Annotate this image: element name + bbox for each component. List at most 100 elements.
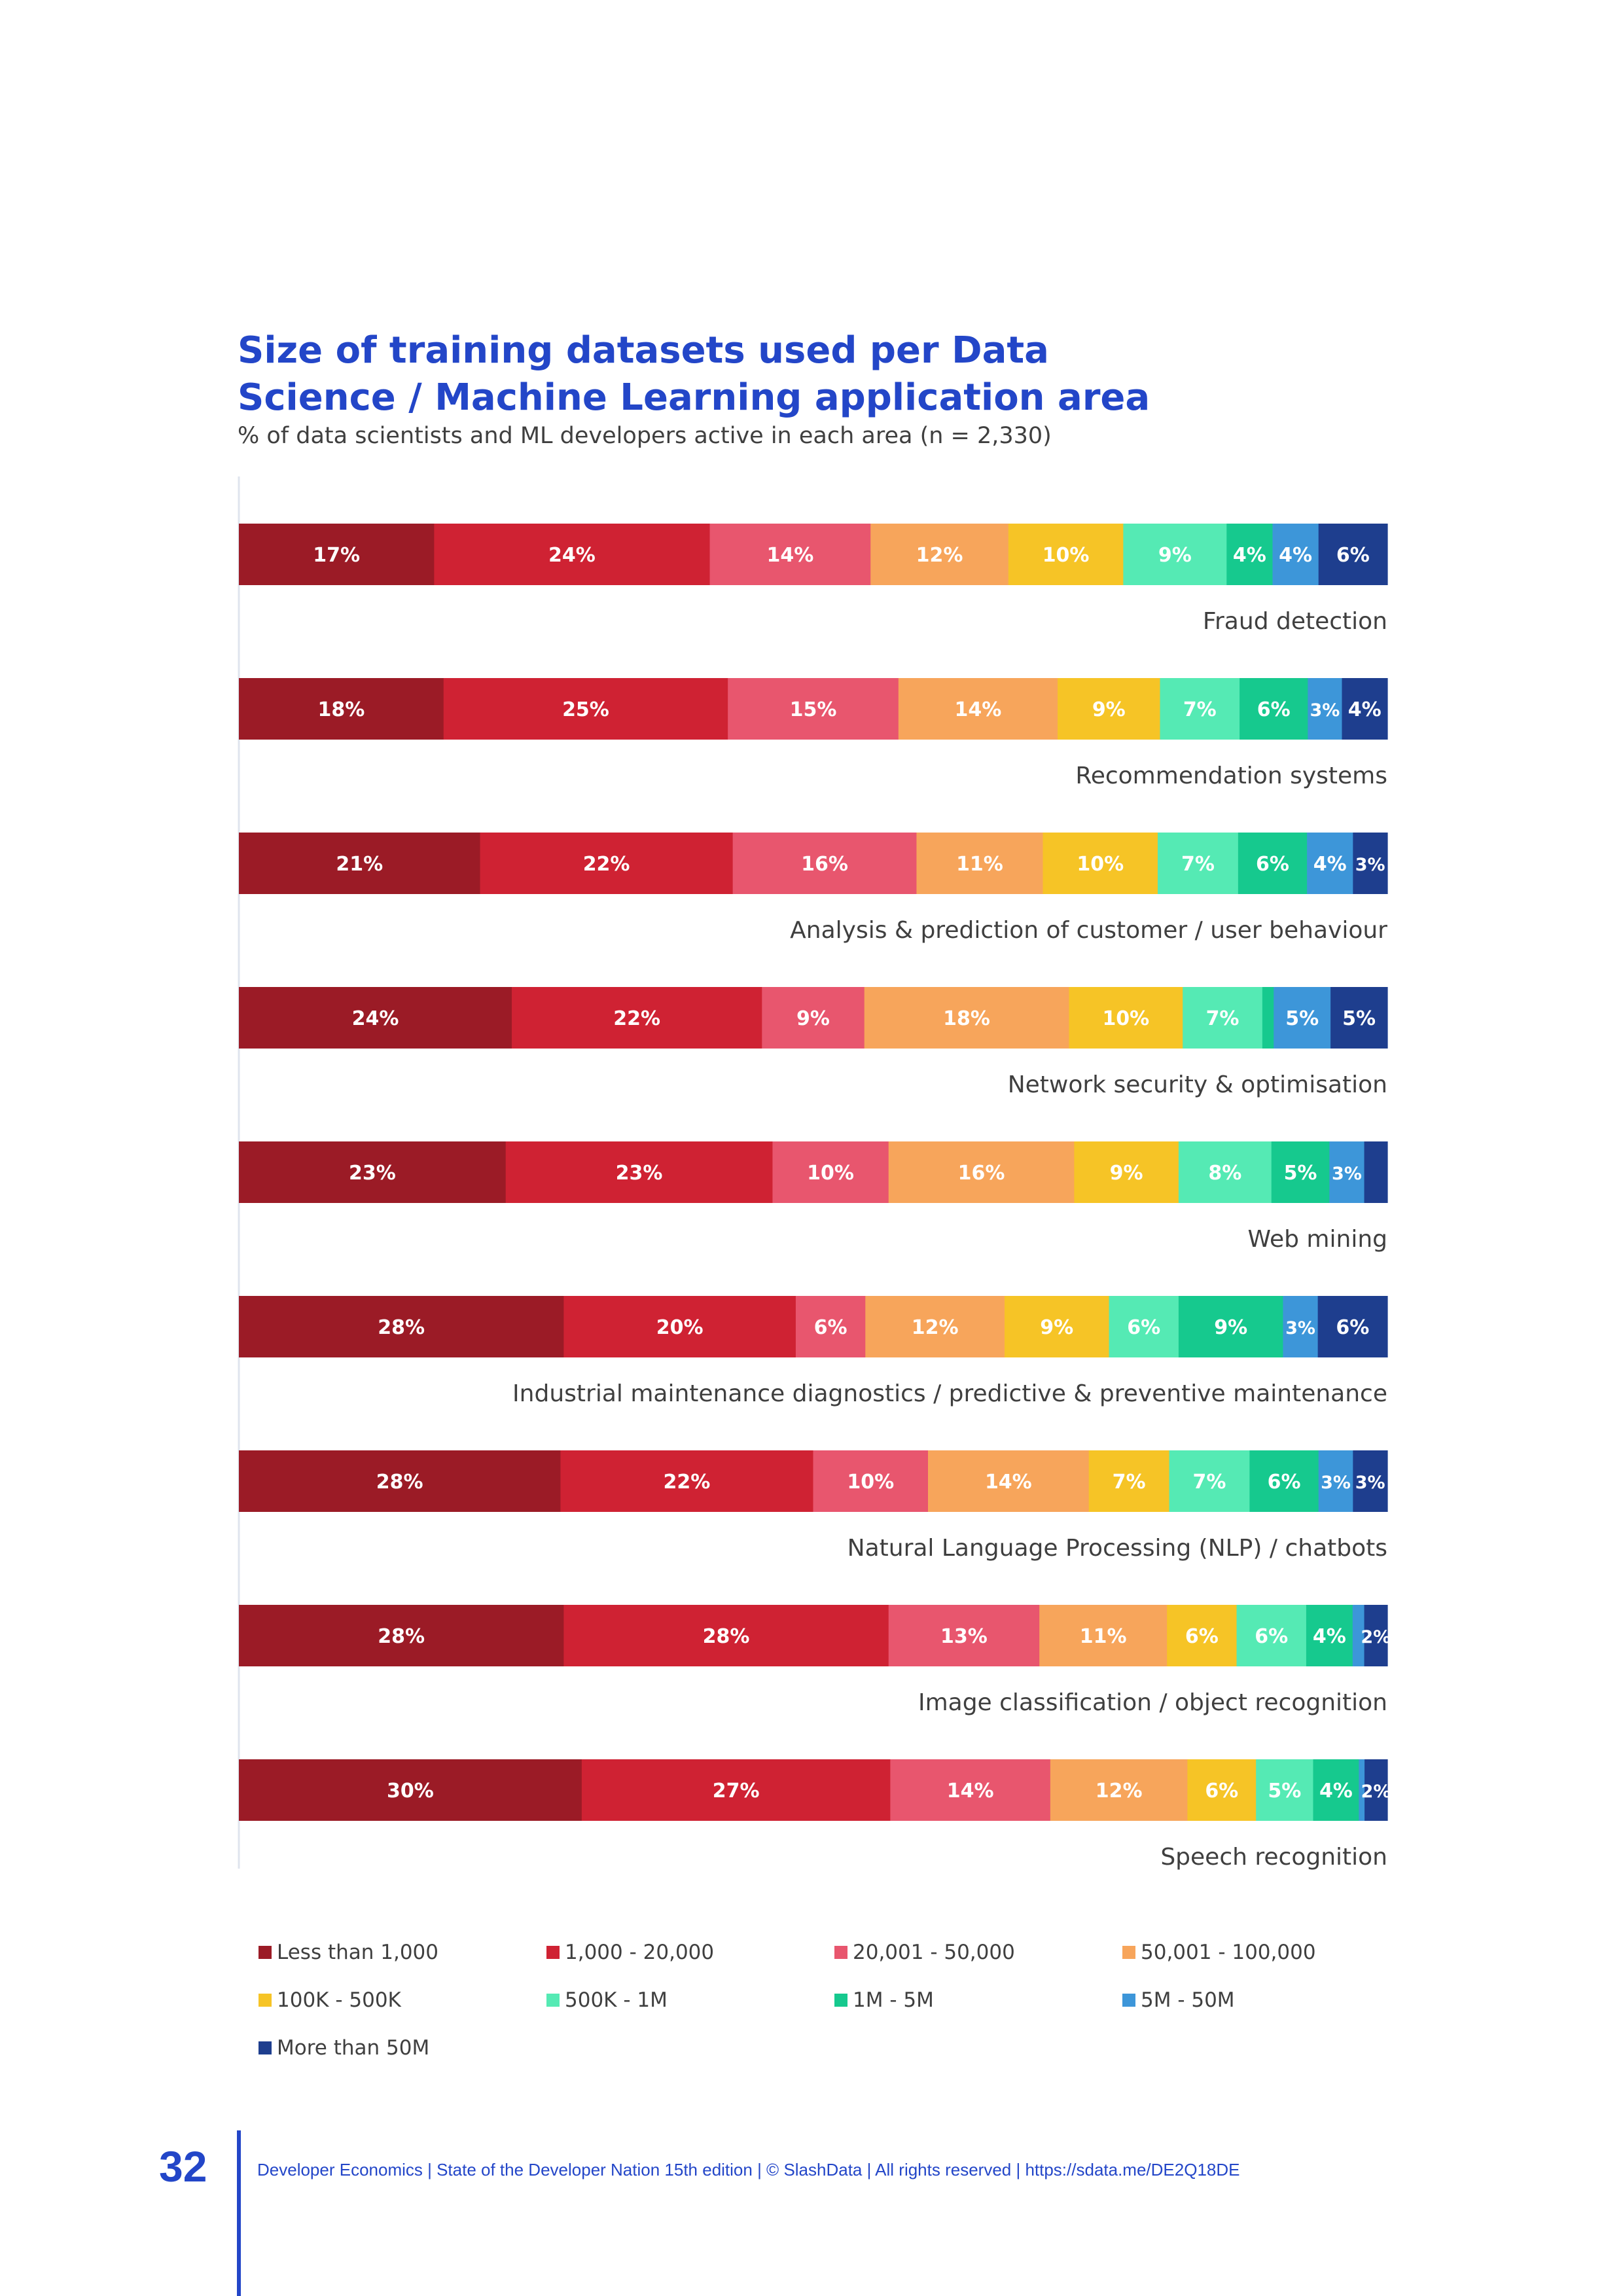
- data-label: 6%: [1255, 1625, 1288, 1648]
- bar-segment: [1274, 987, 1331, 1049]
- data-label: 9%: [1158, 544, 1192, 567]
- data-label: 18%: [317, 698, 365, 721]
- bar-segment: [1074, 1141, 1179, 1203]
- data-label: 4%: [1233, 544, 1266, 567]
- bar-segment: [1353, 833, 1388, 894]
- data-label: 16%: [801, 853, 848, 876]
- category-label: Recommendation systems: [1075, 762, 1387, 789]
- bar-segment: [1008, 524, 1124, 585]
- bar-row: 30% 27% 14% 12% 6% 5% 4% 2% Speech recognition: [239, 1759, 1391, 1871]
- data-label: 4%: [1313, 853, 1347, 876]
- data-label: 9%: [1092, 698, 1126, 721]
- bar-segment: [1226, 524, 1274, 585]
- bar-segment: [1318, 1450, 1353, 1512]
- category-label: Speech recognition: [1160, 1844, 1387, 1871]
- legend-item: More than 50M: [259, 2036, 429, 2060]
- bar-segment: [1364, 1759, 1388, 1821]
- bar-segment: [1238, 833, 1308, 894]
- data-label: 14%: [947, 1780, 994, 1803]
- bar-segment: [1256, 1759, 1314, 1821]
- legend-label: 50,001 - 100,000: [1141, 1941, 1316, 1964]
- legend-item: 1,000 - 20,000: [546, 1941, 714, 1964]
- data-label: 10%: [1102, 1007, 1149, 1030]
- legend-swatch: [259, 1994, 272, 2007]
- bar-segment: [1352, 1605, 1365, 1666]
- data-label: 12%: [916, 544, 963, 567]
- data-label: 14%: [955, 698, 1002, 721]
- bar-segment: [1318, 524, 1388, 585]
- bar-segment: [239, 1450, 561, 1512]
- legend-swatch: [834, 1946, 847, 1959]
- category-label: Industrial maintenance diagnostics / pre…: [512, 1380, 1387, 1407]
- data-label: 3%: [1285, 1318, 1315, 1338]
- bar-segment: [1330, 987, 1388, 1049]
- bar-segment: [1088, 1450, 1170, 1512]
- legend-swatch: [546, 1994, 560, 2007]
- bar-row: 28% 28% 13% 11% 6% 6% 4% 2% Image classification…: [239, 1605, 1391, 1716]
- bar-segment: [928, 1450, 1090, 1512]
- bar-row: 21% 22% 16% 11% 10% 7% 6% 4% 3% Analysis & predic…: [239, 833, 1388, 944]
- bar-segment: [1039, 1605, 1168, 1666]
- data-label: 25%: [562, 698, 609, 721]
- legend-label: 20,001 - 50,000: [853, 1941, 1015, 1964]
- legend-item: 500K - 1M: [546, 1988, 668, 2012]
- data-label: 2%: [1361, 1782, 1391, 1802]
- bar-segment: [1178, 1141, 1272, 1203]
- data-label: 3%: [1321, 1473, 1351, 1493]
- data-label: 6%: [1256, 853, 1289, 876]
- category-label: Network security & optimisation: [1008, 1071, 1387, 1098]
- bar-segment: [1167, 1605, 1238, 1666]
- data-label: 3%: [1355, 855, 1385, 875]
- bar-segment: [239, 1605, 564, 1666]
- bar-segment: [443, 678, 728, 740]
- bar-segment: [1158, 833, 1239, 894]
- bar-segment: [581, 1759, 891, 1821]
- data-label: 24%: [352, 1007, 399, 1030]
- legend-label: 5M - 50M: [1141, 1988, 1235, 2012]
- data-label: 9%: [1214, 1316, 1247, 1339]
- bar-segment: [239, 1296, 564, 1357]
- bar-segment: [1236, 1605, 1307, 1666]
- data-label: 23%: [616, 1162, 663, 1185]
- footer-divider: [237, 2130, 241, 2296]
- bar-segment: [772, 1141, 889, 1203]
- bar-segment: [795, 1296, 866, 1357]
- bar-segment: [1058, 678, 1161, 740]
- data-label: 10%: [1077, 853, 1124, 876]
- data-label: 28%: [703, 1625, 750, 1648]
- data-label: 21%: [336, 853, 383, 876]
- legend-label: 100K - 500K: [277, 1988, 401, 2012]
- bar-segment: [813, 1450, 929, 1512]
- bar-segment: [563, 1296, 796, 1357]
- bar-segment: [864, 987, 1070, 1049]
- data-label: 12%: [912, 1316, 959, 1339]
- data-label: 10%: [807, 1162, 854, 1185]
- bar-segment: [1342, 678, 1388, 740]
- data-label: 4%: [1319, 1780, 1353, 1803]
- data-label: 6%: [1185, 1625, 1219, 1648]
- bar-segment: [563, 1605, 889, 1666]
- bar-segment: [1069, 987, 1183, 1049]
- bar-segment: [865, 1296, 1005, 1357]
- chart-subtitle: % of data scientists and ML developers a…: [238, 423, 1052, 449]
- data-label: 5%: [1268, 1780, 1301, 1803]
- data-label: 9%: [1110, 1162, 1143, 1185]
- legend-item: Less than 1,000: [259, 1941, 438, 1964]
- legend-swatch: [834, 1994, 847, 2007]
- data-label: 14%: [766, 544, 813, 567]
- data-label: 22%: [664, 1471, 711, 1494]
- category-label: Image classification / object recognitio…: [918, 1689, 1387, 1716]
- data-label: 5%: [1285, 1007, 1319, 1030]
- data-label: 15%: [790, 698, 837, 721]
- data-label: 3%: [1310, 700, 1340, 721]
- bar-segment: [1272, 524, 1319, 585]
- bar-segment: [1271, 1141, 1330, 1203]
- bar-segment: [916, 833, 1044, 894]
- category-label: Analysis & prediction of customer / user…: [790, 917, 1387, 944]
- chart-title: Size of training datasets used per Data …: [238, 329, 1150, 419]
- bar-segment: [1240, 678, 1308, 740]
- data-label: 24%: [548, 544, 596, 567]
- legend-label: Less than 1,000: [277, 1941, 439, 1964]
- bar-segment: [1183, 987, 1263, 1049]
- data-label: 9%: [1040, 1316, 1073, 1339]
